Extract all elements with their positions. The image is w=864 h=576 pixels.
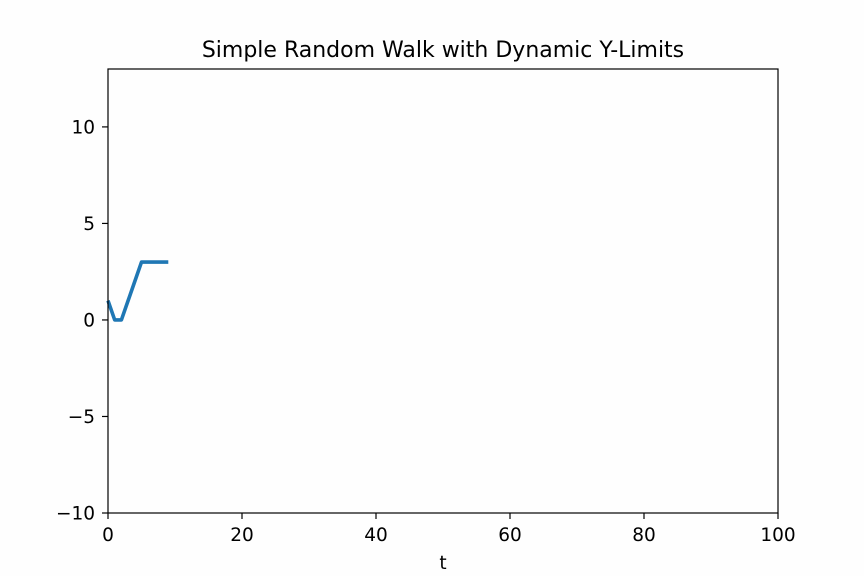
axes-frame — [107, 68, 779, 514]
x-tick-label: 40 — [364, 525, 388, 546]
y-axis: −10 −5 0 5 10 — [56, 117, 108, 525]
x-tick-label: 20 — [230, 525, 254, 546]
y-tick-label: 5 — [83, 214, 95, 235]
x-tick-label: 80 — [632, 525, 656, 546]
y-tick-label: −5 — [68, 407, 95, 428]
plot-area — [108, 69, 778, 513]
series-layer — [106, 260, 169, 322]
x-tick-label: 60 — [498, 525, 522, 546]
y-tick-label: 0 — [83, 310, 95, 331]
x-axis: 0 20 40 60 80 100 — [102, 513, 796, 546]
x-tick-label: 100 — [760, 525, 795, 546]
chart-title: Simple Random Walk with Dynamic Y-Limits — [202, 38, 684, 63]
x-tick-label: 0 — [102, 525, 114, 546]
random-walk-line — [106, 260, 169, 322]
y-tick-label: 10 — [71, 117, 95, 138]
x-axis-label: t — [439, 553, 446, 574]
y-tick-label: −10 — [56, 504, 95, 525]
